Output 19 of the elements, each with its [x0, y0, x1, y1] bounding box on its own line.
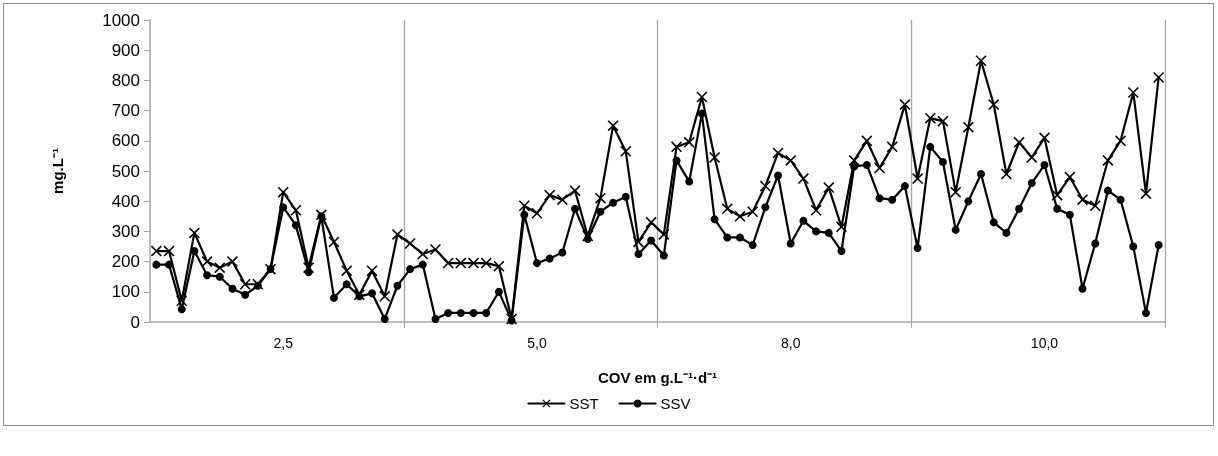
y-tick-label: 200 [111, 252, 140, 272]
y-tick-label: 0 [130, 312, 140, 332]
y-axis-title: mg.L⁻¹ [49, 148, 66, 194]
y-tick-label: 500 [111, 161, 140, 181]
y-tick-label: 300 [111, 221, 140, 241]
y-tick-label: 700 [111, 101, 140, 121]
x-tick-label: 2,5 [273, 335, 294, 351]
y-tick-label: 900 [111, 40, 140, 60]
y-tick-label: 400 [111, 191, 140, 211]
legend-label: SSV [660, 395, 691, 412]
x-tick-label: 10,0 [1030, 335, 1059, 351]
legend-label: SST [569, 395, 599, 412]
y-tick-label: 800 [111, 70, 140, 90]
y-tick-label: 100 [111, 282, 140, 302]
x-tick-label: 8,0 [780, 335, 801, 351]
x-axis-title: COV em g.L⁻¹·d⁻¹ [597, 369, 718, 386]
x-tick-label: 5,0 [527, 335, 547, 351]
y-tick-label: 600 [111, 131, 140, 151]
y-tick-label: 1000 [102, 10, 140, 30]
